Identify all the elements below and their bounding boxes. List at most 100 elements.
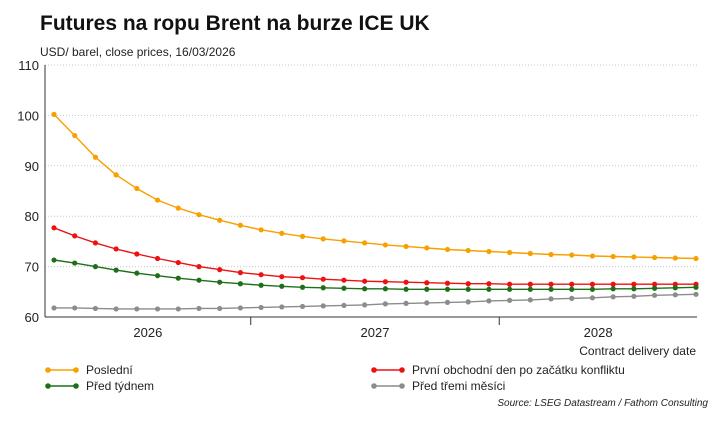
legend-item-pred-tydnem: Před týdnem bbox=[44, 379, 154, 393]
data-point-series-1 bbox=[217, 267, 223, 273]
data-point-series-1 bbox=[196, 264, 202, 270]
data-point-series-0 bbox=[362, 240, 368, 246]
y-tick-label: 60 bbox=[25, 310, 39, 325]
data-point-series-1 bbox=[486, 281, 492, 287]
data-point-series-1 bbox=[403, 279, 409, 285]
data-point-series-3 bbox=[175, 306, 181, 312]
data-point-series-3 bbox=[527, 297, 533, 303]
data-point-series-2 bbox=[651, 285, 658, 291]
data-point-series-0 bbox=[444, 246, 451, 253]
data-point-series-2 bbox=[175, 275, 181, 281]
data-point-series-0 bbox=[651, 254, 658, 261]
data-point-series-2 bbox=[548, 286, 554, 292]
data-point-series-2 bbox=[258, 282, 264, 288]
data-point-series-2 bbox=[527, 286, 533, 292]
data-point-series-0 bbox=[196, 212, 202, 218]
data-point-series-3 bbox=[444, 299, 451, 305]
data-point-series-3 bbox=[693, 291, 699, 297]
data-point-series-2 bbox=[51, 257, 57, 263]
data-point-series-2 bbox=[507, 286, 513, 292]
data-point-series-2 bbox=[444, 286, 451, 292]
data-point-series-1 bbox=[175, 259, 181, 266]
data-point-series-3 bbox=[589, 295, 596, 301]
data-point-series-3 bbox=[465, 299, 471, 305]
data-point-series-1 bbox=[92, 240, 99, 246]
legend-label-posledni: Poslední bbox=[86, 363, 133, 377]
data-point-series-3 bbox=[237, 305, 243, 311]
data-point-series-1 bbox=[51, 225, 57, 231]
x-tick-label: 2026 bbox=[133, 325, 162, 340]
data-point-series-2 bbox=[569, 286, 575, 292]
data-point-series-3 bbox=[569, 295, 575, 301]
data-point-series-3 bbox=[424, 300, 430, 306]
data-point-series-2 bbox=[299, 284, 306, 290]
data-point-series-0 bbox=[382, 242, 388, 248]
data-point-series-3 bbox=[299, 303, 306, 310]
data-point-series-3 bbox=[548, 296, 554, 302]
data-point-series-2 bbox=[672, 285, 678, 291]
data-point-series-3 bbox=[403, 300, 409, 306]
data-point-series-0 bbox=[486, 248, 492, 255]
y-tick-label: 70 bbox=[25, 260, 39, 275]
legend-label-pred-tydnem: Před týdnem bbox=[86, 379, 155, 393]
data-point-series-0 bbox=[610, 253, 616, 260]
data-point-series-0 bbox=[51, 111, 57, 117]
data-point-series-2 bbox=[217, 279, 223, 285]
data-point-series-2 bbox=[465, 286, 471, 292]
data-point-series-1 bbox=[279, 274, 285, 280]
data-point-series-3 bbox=[672, 292, 678, 298]
y-tick-label: 80 bbox=[25, 209, 39, 224]
legend-swatch-prvni-den bbox=[371, 367, 405, 373]
series-line-2 bbox=[53, 259, 697, 290]
data-point-series-1 bbox=[444, 280, 451, 286]
data-point-series-0 bbox=[527, 250, 533, 257]
data-point-series-2 bbox=[589, 286, 596, 292]
data-point-series-3 bbox=[651, 292, 658, 298]
legend-swatch-pred-tremi-mesici bbox=[371, 383, 405, 389]
data-point-series-2 bbox=[92, 264, 99, 270]
y-tick-label: 110 bbox=[18, 58, 39, 73]
data-point-series-2 bbox=[486, 286, 492, 292]
data-point-series-1 bbox=[320, 276, 326, 282]
chart-title: Futures na ropu Brent na burze ICE UK bbox=[40, 12, 430, 35]
data-point-series-3 bbox=[51, 305, 57, 311]
data-point-series-1 bbox=[610, 281, 616, 287]
series-line-0 bbox=[53, 113, 697, 260]
data-point-series-3 bbox=[362, 302, 368, 308]
data-point-series-0 bbox=[465, 247, 471, 254]
data-point-series-2 bbox=[424, 286, 430, 292]
x-tick-label: 2027 bbox=[361, 325, 390, 340]
data-point-series-1 bbox=[258, 272, 264, 278]
data-point-series-2 bbox=[610, 286, 616, 292]
data-point-series-1 bbox=[113, 246, 119, 252]
data-point-series-0 bbox=[507, 249, 513, 256]
legend-swatch-posledni bbox=[45, 367, 79, 373]
data-point-series-3 bbox=[92, 305, 99, 312]
data-point-series-3 bbox=[196, 305, 202, 312]
data-point-series-0 bbox=[113, 172, 119, 178]
x-axis-label: Contract delivery date bbox=[579, 344, 696, 358]
data-point-series-1 bbox=[154, 255, 161, 262]
data-point-series-0 bbox=[569, 252, 575, 258]
data-point-series-0 bbox=[403, 243, 409, 250]
data-point-series-2 bbox=[279, 283, 285, 289]
data-point-series-3 bbox=[113, 306, 119, 312]
data-point-series-2 bbox=[362, 286, 368, 292]
data-point-series-3 bbox=[341, 302, 347, 309]
data-point-series-2 bbox=[113, 267, 119, 273]
data-point-series-0 bbox=[134, 185, 140, 192]
data-point-series-3 bbox=[320, 303, 326, 309]
y-tick-label: 90 bbox=[25, 159, 39, 174]
data-point-series-2 bbox=[341, 285, 347, 291]
data-point-series-2 bbox=[196, 277, 202, 283]
data-point-series-0 bbox=[279, 230, 285, 236]
data-point-series-1 bbox=[507, 281, 513, 287]
data-point-series-1 bbox=[589, 281, 596, 287]
data-point-series-3 bbox=[631, 293, 637, 299]
data-point-series-2 bbox=[154, 273, 161, 279]
chart-subtitle: USD/ barel, close prices, 16/03/2026 bbox=[40, 45, 236, 59]
data-point-series-0 bbox=[672, 255, 678, 261]
data-point-series-0 bbox=[154, 197, 161, 203]
data-point-series-0 bbox=[424, 245, 430, 251]
y-tick-label: 100 bbox=[17, 108, 39, 123]
